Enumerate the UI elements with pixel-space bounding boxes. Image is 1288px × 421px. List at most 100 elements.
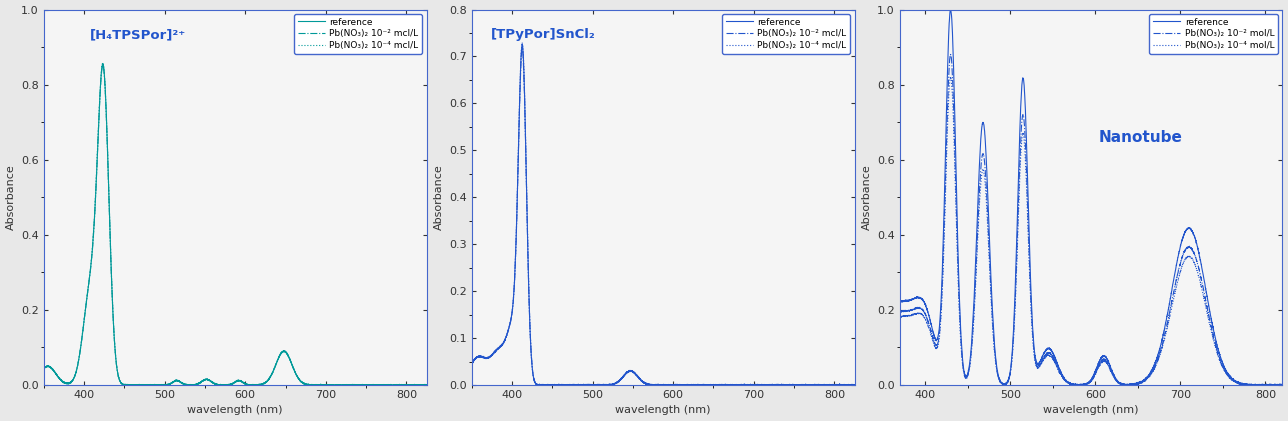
Line: reference: reference bbox=[471, 45, 854, 385]
reference bbox=[197, 378, 213, 383]
Pb(NO₃)₂ 10⁻² mcl/L bbox=[835, 383, 850, 388]
Line: Pb(NO₃)₂ 10⁻⁴ mcl/L: Pb(NO₃)₂ 10⁻⁴ mcl/L bbox=[44, 63, 426, 385]
Legend: reference, Pb(NO₃)₂ 10⁻² mol/L, Pb(NO₃)₂ 10⁻⁴ mol/L: reference, Pb(NO₃)₂ 10⁻² mol/L, Pb(NO₃)₂… bbox=[1149, 14, 1278, 54]
Pb(NO₃)₂ 10⁻⁴ mcl/L bbox=[197, 377, 213, 382]
Pb(NO₃)₂ 10⁻⁴ mcl/L bbox=[388, 383, 403, 388]
reference bbox=[388, 383, 403, 388]
Pb(NO₃)₂ 10⁻⁴ mcl/L bbox=[95, 60, 111, 65]
Pb(NO₃)₂ 10⁻² mcl/L bbox=[531, 383, 546, 388]
reference bbox=[200, 377, 215, 382]
Pb(NO₃)₂ 10⁻⁴ mol/L bbox=[891, 314, 907, 320]
Pb(NO₃)₂ 10⁻⁴ mcl/L bbox=[419, 383, 434, 388]
reference bbox=[407, 383, 422, 388]
Pb(NO₃)₂ 10⁻⁴ mcl/L bbox=[514, 40, 529, 45]
Pb(NO₃)₂ 10⁻⁴ mol/L bbox=[1056, 376, 1072, 381]
Pb(NO₃)₂ 10⁻² mcl/L bbox=[817, 382, 832, 387]
X-axis label: wavelength (nm): wavelength (nm) bbox=[616, 405, 711, 416]
reference bbox=[95, 61, 111, 67]
X-axis label: wavelength (nm): wavelength (nm) bbox=[1043, 405, 1139, 416]
Pb(NO₃)₂ 10⁻² mcl/L bbox=[514, 45, 529, 51]
Text: [H₄TPSPor]²⁺: [H₄TPSPor]²⁺ bbox=[90, 28, 185, 41]
reference bbox=[629, 372, 644, 377]
Pb(NO₃)₂ 10⁻⁴ mcl/L bbox=[407, 382, 422, 387]
Legend: reference, Pb(NO₃)₂ 10⁻² mcl/L, Pb(NO₃)₂ 10⁻⁴ mcl/L: reference, Pb(NO₃)₂ 10⁻² mcl/L, Pb(NO₃)₂… bbox=[723, 14, 850, 54]
reference bbox=[647, 382, 662, 387]
Pb(NO₃)₂ 10⁻² mol/L bbox=[1171, 271, 1186, 276]
Line: Pb(NO₃)₂ 10⁻² mol/L: Pb(NO₃)₂ 10⁻² mol/L bbox=[899, 54, 1283, 385]
Y-axis label: Absorbance: Absorbance bbox=[862, 165, 872, 230]
Line: Pb(NO₃)₂ 10⁻⁴ mcl/L: Pb(NO₃)₂ 10⁻⁴ mcl/L bbox=[471, 43, 854, 385]
Line: Pb(NO₃)₂ 10⁻² mcl/L: Pb(NO₃)₂ 10⁻² mcl/L bbox=[44, 65, 426, 385]
Pb(NO₃)₂ 10⁻² mol/L bbox=[1275, 382, 1288, 387]
reference bbox=[835, 383, 850, 388]
reference bbox=[742, 382, 757, 387]
reference bbox=[1052, 369, 1068, 374]
Pb(NO₃)₂ 10⁻⁴ mcl/L bbox=[647, 382, 662, 387]
Pb(NO₃)₂ 10⁻² mol/L bbox=[1056, 376, 1072, 381]
Pb(NO₃)₂ 10⁻² mcl/L bbox=[647, 383, 662, 388]
reference bbox=[514, 42, 529, 47]
Pb(NO₃)₂ 10⁻⁴ mol/L bbox=[1074, 383, 1090, 388]
Pb(NO₃)₂ 10⁻⁴ mcl/L bbox=[529, 383, 545, 388]
reference bbox=[464, 362, 479, 367]
reference bbox=[943, 7, 958, 12]
Pb(NO₃)₂ 10⁻² mol/L bbox=[891, 309, 907, 314]
Pb(NO₃)₂ 10⁻⁴ mcl/L bbox=[835, 383, 850, 388]
reference bbox=[625, 369, 640, 374]
Line: Pb(NO₃)₂ 10⁻² mcl/L: Pb(NO₃)₂ 10⁻² mcl/L bbox=[471, 48, 854, 385]
reference bbox=[118, 383, 134, 388]
Pb(NO₃)₂ 10⁻² mol/L bbox=[1244, 383, 1260, 388]
reference bbox=[419, 382, 434, 387]
Pb(NO₃)₂ 10⁻² mcl/L bbox=[314, 383, 330, 388]
Pb(NO₃)₂ 10⁻⁴ mol/L bbox=[1066, 383, 1082, 388]
Pb(NO₃)₂ 10⁻² mcl/L bbox=[464, 362, 479, 367]
Pb(NO₃)₂ 10⁻² mcl/L bbox=[742, 383, 757, 388]
Pb(NO₃)₂ 10⁻⁴ mol/L bbox=[943, 74, 958, 79]
Pb(NO₃)₂ 10⁻² mcl/L bbox=[197, 378, 213, 383]
reference bbox=[846, 382, 862, 387]
reference bbox=[1074, 383, 1090, 388]
Pb(NO₃)₂ 10⁻² mol/L bbox=[943, 52, 958, 57]
reference bbox=[529, 383, 545, 388]
Pb(NO₃)₂ 10⁻⁴ mcl/L bbox=[817, 383, 832, 388]
Pb(NO₃)₂ 10⁻⁴ mcl/L bbox=[742, 383, 757, 388]
Pb(NO₃)₂ 10⁻⁴ mcl/L bbox=[218, 383, 233, 388]
Pb(NO₃)₂ 10⁻² mol/L bbox=[1074, 382, 1090, 387]
Pb(NO₃)₂ 10⁻² mol/L bbox=[1052, 370, 1068, 376]
Pb(NO₃)₂ 10⁻⁴ mol/L bbox=[1275, 382, 1288, 387]
Pb(NO₃)₂ 10⁻² mcl/L bbox=[388, 383, 403, 388]
Pb(NO₃)₂ 10⁻² mcl/L bbox=[117, 383, 133, 388]
Pb(NO₃)₂ 10⁻² mol/L bbox=[1264, 382, 1279, 387]
Pb(NO₃)₂ 10⁻⁴ mol/L bbox=[1244, 382, 1260, 387]
Pb(NO₃)₂ 10⁻² mcl/L bbox=[200, 377, 215, 382]
reference bbox=[36, 366, 52, 371]
Line: reference: reference bbox=[899, 9, 1283, 385]
Text: [TPyPor]SnCl₂: [TPyPor]SnCl₂ bbox=[491, 28, 595, 41]
reference bbox=[891, 300, 907, 305]
Pb(NO₃)₂ 10⁻² mcl/L bbox=[419, 382, 434, 387]
Pb(NO₃)₂ 10⁻⁴ mcl/L bbox=[36, 366, 52, 371]
reference bbox=[1244, 382, 1260, 387]
Pb(NO₃)₂ 10⁻² mcl/L bbox=[95, 63, 111, 68]
Text: Nanotube: Nanotube bbox=[1099, 130, 1182, 145]
reference bbox=[1066, 383, 1082, 388]
Pb(NO₃)₂ 10⁻² mcl/L bbox=[218, 383, 233, 388]
Pb(NO₃)₂ 10⁻² mol/L bbox=[1065, 383, 1081, 388]
Pb(NO₃)₂ 10⁻⁴ mcl/L bbox=[117, 383, 133, 388]
reference bbox=[1056, 375, 1072, 380]
Pb(NO₃)₂ 10⁻² mcl/L bbox=[407, 383, 422, 388]
Pb(NO₃)₂ 10⁻² mcl/L bbox=[625, 369, 640, 374]
Pb(NO₃)₂ 10⁻² mcl/L bbox=[36, 366, 52, 371]
reference bbox=[218, 382, 233, 387]
Pb(NO₃)₂ 10⁻⁴ mcl/L bbox=[200, 377, 215, 382]
reference bbox=[314, 383, 330, 388]
reference bbox=[1275, 382, 1288, 387]
reference bbox=[1264, 382, 1279, 387]
Y-axis label: Absorbance: Absorbance bbox=[5, 165, 15, 230]
Pb(NO₃)₂ 10⁻² mcl/L bbox=[846, 383, 862, 388]
Pb(NO₃)₂ 10⁻² mcl/L bbox=[629, 372, 644, 377]
Pb(NO₃)₂ 10⁻⁴ mcl/L bbox=[846, 382, 862, 387]
Pb(NO₃)₂ 10⁻⁴ mcl/L bbox=[464, 362, 479, 367]
Line: reference: reference bbox=[44, 64, 426, 385]
Y-axis label: Absorbance: Absorbance bbox=[434, 165, 443, 230]
